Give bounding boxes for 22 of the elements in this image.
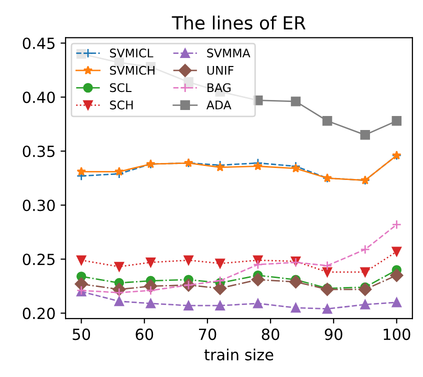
legend-label: SVMICL [110, 48, 154, 58]
x-tick-label: 90 [324, 328, 342, 340]
chart-title: The lines of ER [172, 16, 306, 30]
legend-label: SCL [110, 83, 132, 92]
legend-label: SVMICH [110, 66, 154, 75]
y-tick-label: 0.40 [22, 92, 55, 104]
legend-label: SVMMA [207, 48, 250, 58]
y-tick-label: 0.25 [22, 254, 55, 266]
x-tick-label: 60 [136, 328, 154, 340]
legend-label: UNIF [207, 66, 234, 75]
x-tick-label: 50 [72, 328, 90, 340]
x-tick-label: 100 [384, 328, 410, 340]
x-tick-label: 70 [198, 328, 216, 340]
x-axis-title: train size [204, 348, 274, 360]
legend-label: SCH [110, 100, 133, 110]
y-tick-label: 0.30 [22, 200, 55, 212]
y-tick-label: 0.35 [22, 146, 55, 158]
legend-label: BAG [208, 83, 231, 92]
y-tick-label: 0.20 [22, 308, 55, 320]
x-tick-label: 80 [262, 328, 280, 340]
y-tick-label: 0.45 [22, 38, 55, 50]
legend-label: ADA [206, 100, 232, 110]
